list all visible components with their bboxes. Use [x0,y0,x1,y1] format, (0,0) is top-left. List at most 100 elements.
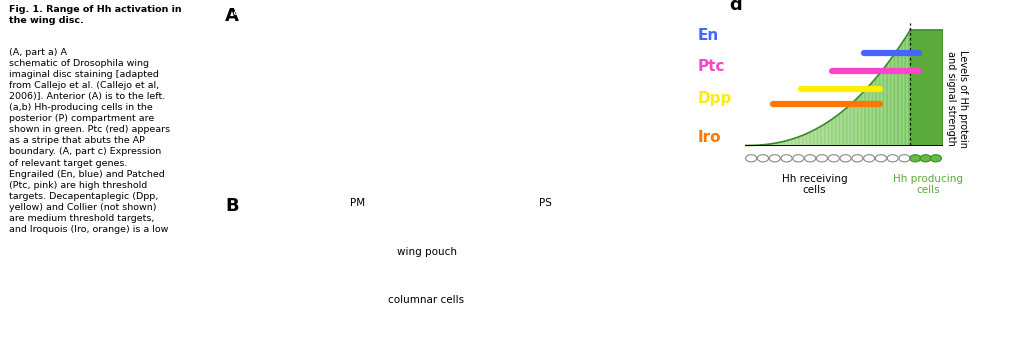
Polygon shape [780,142,781,145]
Circle shape [864,155,875,162]
Polygon shape [770,144,772,145]
Circle shape [920,155,931,162]
Polygon shape [853,101,854,145]
Polygon shape [851,102,853,145]
Text: d: d [729,0,742,14]
Polygon shape [777,143,779,145]
Polygon shape [766,144,768,145]
Polygon shape [841,112,842,145]
Polygon shape [785,141,787,145]
Polygon shape [846,107,847,145]
Polygon shape [821,125,822,145]
Circle shape [852,155,863,162]
Text: Hh receiving
cells: Hh receiving cells [782,174,848,195]
Polygon shape [784,141,785,145]
Polygon shape [814,129,815,145]
Polygon shape [826,122,827,145]
Polygon shape [892,55,894,145]
Polygon shape [849,105,850,145]
Circle shape [757,155,769,162]
Polygon shape [865,89,866,145]
Polygon shape [889,58,891,145]
Polygon shape [911,30,943,145]
Polygon shape [909,30,911,145]
Polygon shape [768,144,769,145]
Polygon shape [866,87,868,145]
Polygon shape [877,75,879,145]
Polygon shape [898,47,899,145]
Polygon shape [904,36,907,145]
Polygon shape [783,142,784,145]
Polygon shape [880,71,881,145]
Polygon shape [823,124,825,145]
Text: B: B [225,196,238,215]
Polygon shape [895,51,896,145]
Polygon shape [856,99,857,145]
Circle shape [793,155,804,162]
Polygon shape [843,110,845,145]
Circle shape [770,155,781,162]
Polygon shape [860,95,861,145]
Polygon shape [899,45,900,145]
Polygon shape [769,144,770,145]
Polygon shape [819,126,821,145]
Text: b: b [360,5,367,18]
Polygon shape [829,120,830,145]
Polygon shape [800,136,802,145]
Circle shape [805,155,815,162]
Text: PM: PM [350,198,365,208]
Text: A: A [225,7,239,25]
Text: Hh producing
cells: Hh producing cells [893,174,963,195]
Text: c: c [520,5,527,18]
Polygon shape [808,132,810,145]
Circle shape [899,155,910,162]
Polygon shape [842,111,843,145]
Polygon shape [776,143,777,145]
Polygon shape [873,80,875,145]
Polygon shape [773,143,774,145]
Polygon shape [804,134,806,145]
Polygon shape [896,49,898,145]
Polygon shape [868,86,869,145]
Polygon shape [779,142,780,145]
Polygon shape [861,93,862,145]
Polygon shape [789,139,791,145]
Polygon shape [891,57,892,145]
Polygon shape [831,118,834,145]
Polygon shape [793,138,795,145]
Text: (A, part a) A
schematic of Drosophila wing
imaginal disc staining [adapted
from : (A, part a) A schematic of Drosophila wi… [9,48,170,234]
Polygon shape [907,34,908,145]
Polygon shape [806,133,807,145]
Polygon shape [812,130,814,145]
Polygon shape [796,137,798,145]
Polygon shape [803,134,804,145]
Polygon shape [870,83,872,145]
Polygon shape [810,131,811,145]
Polygon shape [872,81,873,145]
Text: wing pouch: wing pouch [397,247,457,257]
Polygon shape [787,140,788,145]
Circle shape [840,155,851,162]
Text: PS: PS [538,198,552,208]
Polygon shape [815,128,817,145]
Polygon shape [838,114,839,145]
Polygon shape [900,43,902,145]
Circle shape [910,155,921,162]
Polygon shape [858,96,860,145]
Circle shape [875,155,886,162]
Polygon shape [834,117,835,145]
Polygon shape [862,92,864,145]
Polygon shape [798,137,799,145]
Polygon shape [807,133,808,145]
Polygon shape [875,78,876,145]
Polygon shape [799,136,800,145]
Polygon shape [788,140,789,145]
Polygon shape [839,113,841,145]
Polygon shape [884,66,885,145]
Text: Ptc: Ptc [698,59,725,74]
Polygon shape [795,138,796,145]
Polygon shape [811,131,812,145]
Circle shape [887,155,898,162]
Polygon shape [825,123,826,145]
Circle shape [828,155,840,162]
